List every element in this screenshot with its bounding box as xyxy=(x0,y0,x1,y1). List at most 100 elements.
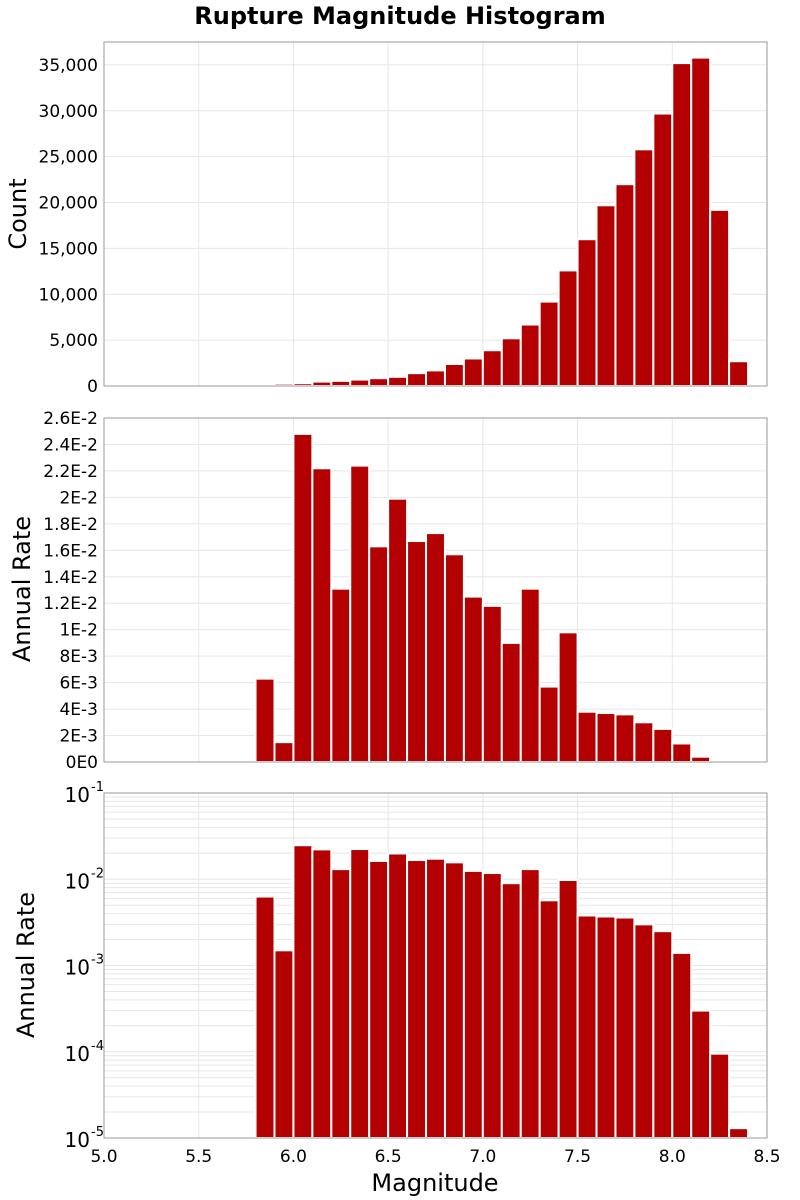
histogram-bar xyxy=(462,595,484,763)
plot-frame xyxy=(103,41,768,387)
bars xyxy=(254,56,750,388)
histogram-bar xyxy=(330,868,352,1140)
rate-log-axis-label: Annual Rate xyxy=(12,892,40,1038)
histogram-bar xyxy=(387,497,409,763)
histogram-bar xyxy=(633,923,655,1139)
histogram-bar xyxy=(349,378,371,388)
histogram-bar xyxy=(557,879,579,1140)
y-tick-label: 20,000 xyxy=(39,194,98,214)
y-tick-label: 2E-2 xyxy=(59,488,98,508)
histogram-bar xyxy=(576,238,598,387)
histogram-bar xyxy=(443,861,465,1139)
histogram-bar xyxy=(576,914,598,1139)
histogram-bar xyxy=(557,269,579,387)
y-tick-labels: 10-510-410-310-210-1 xyxy=(65,780,104,1152)
histogram-bar xyxy=(368,377,390,388)
x-tick-labels: 5.0 5.5 6.0 6.5 7.0 7.5 8.0 8.5 xyxy=(90,1147,780,1167)
histogram-bar xyxy=(425,532,446,763)
histogram-bar xyxy=(311,380,333,388)
y-tick-label: 15,000 xyxy=(39,239,98,259)
histogram-bar xyxy=(500,882,522,1140)
y-tick-label: 2.2E-2 xyxy=(43,462,98,482)
histogram-bar xyxy=(633,721,655,763)
count-axis-label: Count xyxy=(4,178,32,249)
histogram-bar xyxy=(557,631,579,763)
histogram-bar xyxy=(595,915,617,1140)
histogram-bar xyxy=(728,1127,750,1139)
histogram-bar xyxy=(614,916,636,1140)
y-tick-label: 10 xyxy=(65,869,90,893)
rate-axis-label: Annual Rate xyxy=(8,516,36,662)
histogram-bar xyxy=(254,677,276,764)
histogram-bar xyxy=(254,895,276,1139)
x-tick-label: 7.0 xyxy=(469,1147,496,1167)
histogram-bar xyxy=(614,713,636,763)
x-tick-label: 7.5 xyxy=(564,1147,591,1167)
histogram-bar xyxy=(652,112,674,387)
y-tick-label: 10 xyxy=(65,1128,90,1152)
y-tick-exponent: -3 xyxy=(91,953,104,968)
y-tick-label: 10 xyxy=(65,1042,90,1066)
histogram-bar xyxy=(671,62,693,388)
x-tick-label: 8.5 xyxy=(753,1147,780,1167)
histogram-bar xyxy=(349,848,371,1140)
histogram-bar xyxy=(500,641,522,764)
rate-log-panel: 10-510-410-310-210 -15.0 5.5 6.0 6.5 7.0 7.5 8.… xyxy=(65,780,781,1167)
histogram-bar xyxy=(500,337,522,388)
histogram-bar xyxy=(538,899,560,1139)
histogram-bar xyxy=(538,300,560,388)
histogram-bar xyxy=(368,545,390,763)
histogram-bar xyxy=(292,432,314,763)
histogram-bar xyxy=(652,930,674,1139)
histogram-bar xyxy=(311,467,333,763)
histogram-bar xyxy=(273,741,295,764)
histogram-bar xyxy=(671,951,693,1140)
y-tick-exponent: -1 xyxy=(91,780,104,795)
y-tick-label: 1.6E-2 xyxy=(43,541,98,561)
histogram-bar xyxy=(425,369,446,388)
histogram-bar xyxy=(709,208,731,387)
bars xyxy=(254,844,750,1140)
histogram-bar xyxy=(519,868,541,1140)
histogram-bar xyxy=(292,844,314,1139)
y-tick-label: 10,000 xyxy=(39,285,98,305)
histogram-bar xyxy=(728,360,750,387)
histogram-bar xyxy=(443,553,465,763)
histogram-bar xyxy=(406,372,428,387)
y-tick-label: 4E-3 xyxy=(59,700,98,720)
histogram-bar xyxy=(671,742,693,764)
x-tick-label: 8.0 xyxy=(659,1147,686,1167)
y-tick-label: 2.6E-2 xyxy=(43,409,98,429)
histogram-bar xyxy=(652,727,674,764)
histogram-bar xyxy=(595,712,617,763)
histogram-bar xyxy=(443,362,465,388)
y-tick-label: 10 xyxy=(65,783,90,807)
y-tick-label: 1.2E-2 xyxy=(43,594,98,614)
bars xyxy=(254,432,750,764)
histogram-bar xyxy=(406,859,428,1139)
x-tick-label: 6.5 xyxy=(375,1147,402,1167)
histogram-bar xyxy=(330,587,352,764)
histogram-bar xyxy=(273,949,295,1139)
histogram-bar xyxy=(406,540,428,763)
x-tick-label: 5.5 xyxy=(185,1147,212,1167)
plot-frame xyxy=(103,417,768,763)
x-tick-label: 5.0 xyxy=(90,1147,117,1167)
rate-linear-panel: 0E0 2E-3 4E-3 6E-3 8E-3 1E-2 1.2E-2 1.4E-2 1.6E-… xyxy=(43,409,768,773)
histogram-bar xyxy=(519,587,541,764)
histogram-bar xyxy=(614,183,636,387)
y-tick-label: 25,000 xyxy=(39,148,98,168)
histogram-bar xyxy=(519,323,541,387)
y-tick-exponent: -5 xyxy=(91,1125,104,1140)
y-tick-label: 8E-3 xyxy=(59,647,98,667)
y-tick-label: 0E0 xyxy=(66,753,98,773)
y-tick-labels: 0 5,000 10,000 15,000 20,000 25,000 30,000 35,0… xyxy=(39,56,98,397)
count-panel: 0 5,000 10,000 15,000 20,000 25,000 30,000 35,0… xyxy=(39,41,768,397)
y-tick-label: 0 xyxy=(87,377,98,397)
histogram-bar xyxy=(690,755,712,764)
histogram-bar xyxy=(481,604,503,764)
chart-title: Rupture Magnitude Histogram xyxy=(194,2,606,30)
histogram-bar xyxy=(387,852,409,1140)
y-tick-label: 1.8E-2 xyxy=(43,515,98,535)
histogram-bar xyxy=(481,872,503,1139)
